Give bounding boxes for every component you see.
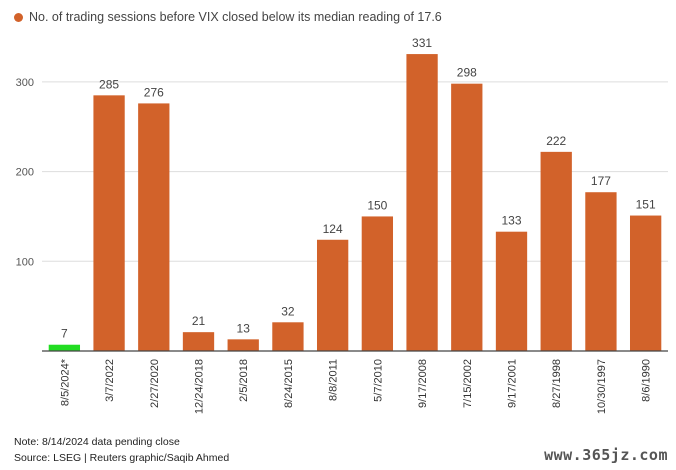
x-tick-label: 2/5/2018 [238,359,250,402]
x-tick-label: 8/6/1990 [641,359,653,402]
data-label: 298 [457,66,477,80]
data-label: 124 [323,222,343,236]
x-tick-label: 8/8/2011 [328,359,340,401]
footnote: Note: 8/14/2024 data pending close [14,436,180,448]
bar [227,339,259,351]
bar [406,54,438,352]
x-tick-label: 10/30/1997 [596,359,608,414]
data-label: 276 [144,85,164,99]
bar-chart: 100 200 300 7 8/5/2024* 285 3/7/2022 276 2/27/20… [16,36,668,414]
bar [585,192,617,351]
data-label: 32 [281,304,295,318]
data-label: 285 [99,77,119,91]
y-tick-label: 100 [16,256,34,268]
source-credit: Source: LSEG | Reuters graphic/Saqib Ahm… [14,452,230,464]
x-tick-label: 2/27/2020 [149,359,161,408]
x-tick-label: 7/15/2002 [462,359,474,408]
bar [182,332,215,351]
legend-swatch [14,12,23,22]
chart-legend: No. of trading sessions before VIX close… [14,10,442,24]
bar [629,215,662,351]
y-tick-label: 200 [16,167,34,179]
bar [540,151,572,351]
x-tick-label: 8/5/2024* [59,358,71,406]
bar [138,103,170,351]
data-label: 21 [192,314,206,328]
x-tick-label: 5/7/2010 [372,359,384,402]
bar [272,322,304,351]
x-tick-label: 3/7/2022 [104,359,116,402]
data-label: 222 [546,134,566,148]
data-label: 150 [367,198,387,212]
x-tick-label: 12/24/2018 [194,359,206,414]
data-label: 7 [61,327,68,341]
data-label: 177 [591,174,611,188]
bar [451,83,483,352]
y-tick-label: 300 [16,77,34,89]
bar [495,231,528,351]
bar [361,216,394,351]
data-label: 133 [501,214,521,228]
x-tick-label: 8/24/2015 [283,359,295,408]
x-tick-label: 9/17/2008 [417,359,429,408]
x-tick-label: 9/17/2001 [507,359,519,408]
legend-label: No. of trading sessions before VIX close… [29,10,442,24]
x-tick-label: 8/27/1998 [551,359,563,408]
bar [93,95,125,352]
bar [316,239,349,351]
data-label: 13 [237,321,251,335]
watermark: www.365jz.com [544,446,668,464]
bar [48,344,81,351]
data-label: 151 [636,198,656,212]
data-label: 331 [412,36,432,50]
